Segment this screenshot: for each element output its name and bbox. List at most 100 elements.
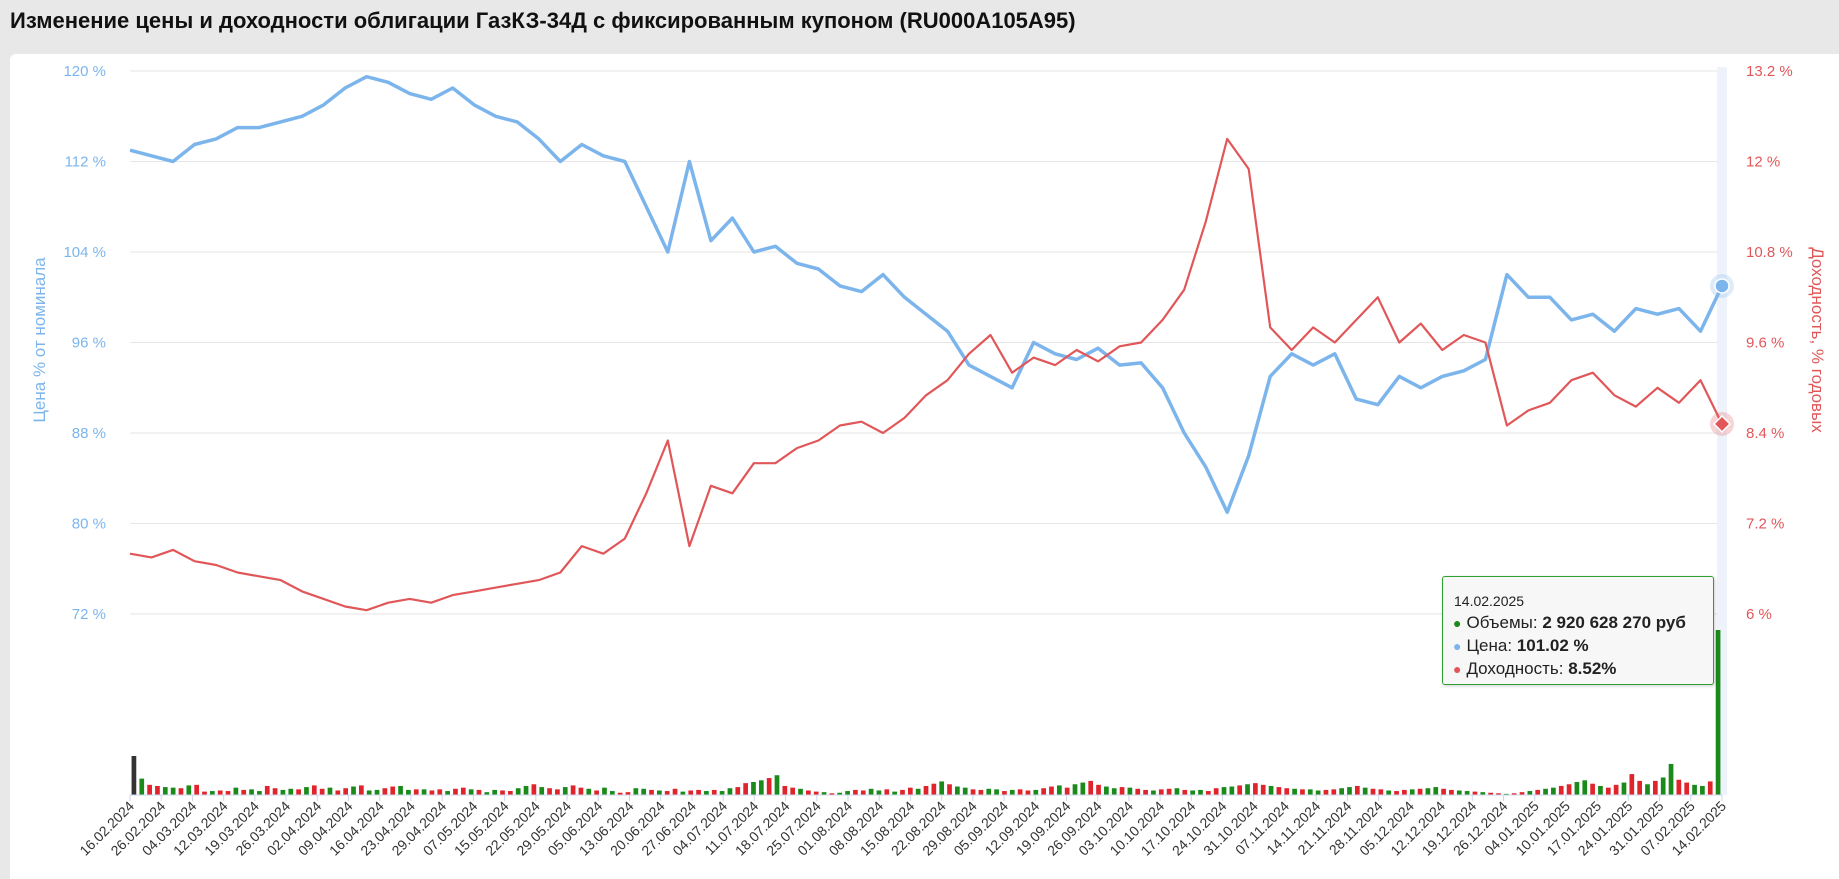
chart-tooltip: 14.02.2025 ● Объемы: 2 920 628 270 руб ● Ц… <box>1442 576 1714 685</box>
volume-bar <box>1072 784 1078 795</box>
volume-bar <box>1543 788 1548 795</box>
volume-bar <box>1598 785 1603 795</box>
volume-bar <box>743 783 748 795</box>
volume-bar <box>1456 790 1462 795</box>
volume-bar <box>249 789 254 795</box>
volume-bar <box>1558 785 1564 795</box>
volume-bar <box>374 789 380 795</box>
volume-bar <box>1519 792 1525 795</box>
volume-bar <box>1394 791 1399 795</box>
volume-bar <box>664 791 670 795</box>
volume-bar <box>1707 781 1713 795</box>
tooltip-price-row: ● Цена: 101.02 % <box>1453 636 1589 656</box>
volume-bar <box>178 788 184 795</box>
volume-bar <box>257 791 262 795</box>
volume-bar <box>390 786 396 795</box>
volume-bar <box>672 788 678 795</box>
volume-bar <box>508 791 513 795</box>
volume-bar <box>955 786 960 795</box>
volume-bar <box>1002 791 1007 795</box>
volume-bar <box>1425 788 1431 795</box>
volume-bar <box>523 785 529 795</box>
volume-bar <box>280 789 286 795</box>
volume-bar <box>680 791 686 795</box>
volume-bar <box>978 789 984 795</box>
volume-bar <box>429 790 435 795</box>
volume-bar <box>1009 789 1015 795</box>
volume-bar <box>1017 789 1023 795</box>
volume-bar <box>1449 789 1454 795</box>
volume-bar <box>1276 787 1282 795</box>
right-tick-label: 13.2 % <box>1746 63 1793 80</box>
volume-bar <box>1064 787 1070 795</box>
volume-bar <box>327 787 333 795</box>
volume-bar <box>1605 787 1611 795</box>
left-tick-label: 88 % <box>72 425 106 442</box>
volume-bar <box>562 787 568 795</box>
volume-bar <box>225 791 231 795</box>
volume-bar <box>1480 792 1486 795</box>
volume-bar <box>1025 790 1031 795</box>
volume-bar <box>139 778 145 795</box>
volume-bar <box>1660 777 1666 795</box>
volume-bar <box>194 784 200 795</box>
volume-bar <box>1033 789 1039 795</box>
volume-bar <box>155 785 160 795</box>
volume-bar <box>609 791 615 795</box>
volume-bar <box>1284 788 1290 795</box>
volume-bar <box>217 790 223 795</box>
volume-bar <box>453 788 458 795</box>
right-tick-label: 12 % <box>1746 154 1780 171</box>
volume-bar <box>1080 782 1086 795</box>
volume-bar <box>829 793 835 795</box>
volume-bar <box>1535 789 1541 795</box>
volume-bar <box>1684 782 1690 795</box>
volume-bar <box>570 785 576 795</box>
volume-bar <box>1692 784 1697 795</box>
volume-bar <box>641 788 647 795</box>
volume-bar <box>1198 789 1203 795</box>
right-tick-label: 8.4 % <box>1746 425 1784 442</box>
volume-bar <box>1488 792 1494 795</box>
chart-panel <box>10 54 1839 879</box>
volume-bar <box>931 783 937 795</box>
volume-bar <box>649 789 654 795</box>
volume-bar <box>1339 788 1344 795</box>
volume-bar <box>1574 782 1580 795</box>
volume-bar <box>727 788 733 795</box>
volume-bar <box>1229 786 1235 795</box>
volume-bar <box>1135 788 1141 795</box>
left-tick-label: 96 % <box>72 335 106 352</box>
volume-bar <box>131 756 137 795</box>
volume-bar <box>1645 784 1650 795</box>
volume-bar <box>319 788 325 795</box>
volume-bar <box>758 780 764 795</box>
right-tick-label: 7.2 % <box>1746 516 1784 533</box>
tooltip-volume-row: ● Объемы: 2 920 628 270 руб <box>1453 613 1686 633</box>
volume-bar <box>1582 780 1588 795</box>
tooltip-yield-label: Доходность: <box>1466 659 1564 678</box>
chart-title: Изменение цены и доходности облигации Га… <box>10 8 1076 33</box>
volume-bar <box>468 789 474 795</box>
left-tick-label: 72 % <box>72 606 106 623</box>
volume-bar <box>296 789 301 795</box>
tooltip-volume-label: Объемы: <box>1466 613 1538 632</box>
volume-bar <box>1378 789 1384 795</box>
volume-bar <box>1307 789 1313 795</box>
volume-bar <box>484 792 490 795</box>
volume-bar <box>445 791 450 795</box>
yield-marker <box>1712 414 1732 434</box>
volume-bar <box>1566 784 1572 795</box>
volume-bar <box>515 788 521 795</box>
right-axis-title: Доходность, % годовых <box>1808 247 1827 433</box>
volume-bar <box>907 787 913 795</box>
volume-bar <box>1166 788 1172 795</box>
volume-bar <box>1511 793 1517 795</box>
volume-bar <box>633 788 639 795</box>
volume-bar <box>304 787 309 795</box>
volume-bar <box>1590 783 1595 795</box>
volume-bar <box>162 787 168 795</box>
volume-bar <box>209 791 215 795</box>
volume-bar <box>868 788 874 795</box>
